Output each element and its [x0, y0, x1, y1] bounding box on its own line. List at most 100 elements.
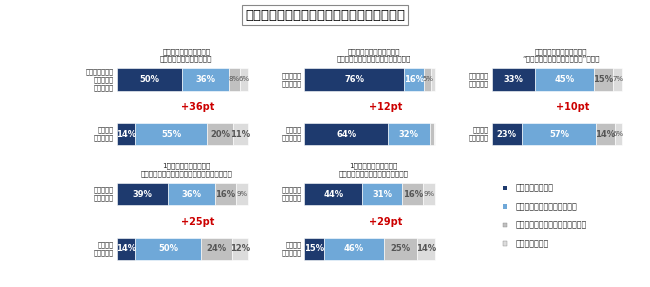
Text: 11%: 11%	[230, 130, 250, 139]
Bar	[402, 183, 423, 205]
Text: リフレッシュに
とても満足
している人: リフレッシュに とても満足 している人	[86, 68, 114, 91]
Text: +12pt: +12pt	[369, 102, 402, 112]
Text: 50%: 50%	[158, 245, 178, 253]
Bar	[117, 123, 135, 146]
Text: 20%: 20%	[210, 130, 230, 139]
Bar	[596, 123, 614, 146]
Text: まあ満足
している人: まあ満足 している人	[281, 242, 301, 256]
Bar	[431, 68, 435, 91]
Bar	[135, 123, 207, 146]
Text: 6%: 6%	[613, 131, 624, 137]
Text: 50%: 50%	[140, 75, 160, 84]
Bar	[593, 68, 613, 91]
Text: 15%: 15%	[593, 75, 614, 84]
Text: 9%: 9%	[424, 191, 435, 197]
Text: 45%: 45%	[554, 75, 575, 84]
Text: 16%: 16%	[403, 190, 422, 199]
Text: 1年ほど前と比較して、: 1年ほど前と比較して、	[162, 163, 211, 169]
Text: 32%: 32%	[399, 130, 419, 139]
Text: とても当てはまる: とても当てはまる	[515, 183, 554, 192]
Bar	[135, 238, 201, 260]
Text: 55%: 55%	[161, 130, 181, 139]
Text: 12%: 12%	[229, 245, 250, 253]
Bar	[207, 123, 233, 146]
Text: +25pt: +25pt	[181, 216, 214, 226]
Bar	[362, 183, 402, 205]
Bar	[613, 68, 622, 91]
Text: リフレッシュのためには、: リフレッシュのためには、	[535, 48, 588, 55]
Text: リフレッシュ方法をより吟味するようになった: リフレッシュ方法をより吟味するようになった	[140, 170, 232, 177]
Bar	[492, 123, 522, 146]
Text: 64%: 64%	[336, 130, 356, 139]
Text: まあ満足
している人: まあ満足 している人	[94, 127, 114, 141]
Text: 14%: 14%	[416, 245, 436, 253]
Bar	[117, 183, 168, 205]
Text: まあ満足
している人: まあ満足 している人	[94, 242, 114, 256]
Bar	[503, 241, 507, 246]
Text: 39%: 39%	[133, 190, 152, 199]
Bar	[182, 68, 229, 91]
Bar	[304, 238, 324, 260]
Bar	[503, 223, 507, 227]
Text: リフレッシュに費やす時間が増えた: リフレッシュに費やす時間が増えた	[339, 170, 409, 177]
Text: とても満足
している人: とても満足 している人	[94, 187, 114, 201]
Bar	[388, 123, 430, 146]
Bar	[117, 68, 182, 91]
Text: +10pt: +10pt	[556, 102, 590, 112]
Bar	[384, 238, 417, 260]
Text: 76%: 76%	[344, 75, 364, 84]
Bar	[404, 68, 424, 91]
Text: 16%: 16%	[404, 75, 424, 84]
Bar	[492, 68, 535, 91]
Text: 15%: 15%	[304, 245, 324, 253]
Bar	[168, 183, 215, 205]
Bar	[304, 183, 362, 205]
Text: 31%: 31%	[372, 190, 392, 199]
Bar	[503, 204, 507, 209]
Bar	[233, 123, 248, 146]
Text: +29pt: +29pt	[369, 216, 402, 226]
Text: 8%: 8%	[229, 76, 240, 82]
Text: 36%: 36%	[181, 190, 202, 199]
Text: 普段からリフレッシュに: 普段からリフレッシュに	[162, 48, 211, 55]
Text: 当てはまらない: 当てはまらない	[515, 239, 549, 248]
Text: 専念する時間を作っている: 専念する時間を作っている	[160, 55, 213, 62]
Text: まあ満足
している人: まあ満足 している人	[469, 127, 489, 141]
Bar	[232, 238, 248, 260]
Text: 36%: 36%	[196, 75, 216, 84]
Bar	[535, 68, 593, 91]
Bar	[304, 68, 404, 91]
Bar	[304, 123, 388, 146]
Text: “いつもよりちょっといいもの”を選ぶ: “いつもよりちょっといいもの”を選ぶ	[523, 55, 600, 62]
Text: とても満足
している人: とても満足 している人	[469, 72, 489, 87]
Bar	[215, 183, 236, 205]
Text: とても満足
している人: とても満足 している人	[281, 187, 301, 201]
Text: 57%: 57%	[549, 130, 569, 139]
Text: 14%: 14%	[116, 245, 136, 253]
Bar	[117, 238, 135, 260]
Bar	[430, 123, 434, 146]
Text: 44%: 44%	[323, 190, 343, 199]
Text: 14%: 14%	[116, 130, 136, 139]
Bar	[240, 68, 248, 91]
Text: 5%: 5%	[422, 76, 434, 82]
Text: どちらかというと当てはまる: どちらかというと当てはまる	[515, 202, 577, 211]
Bar	[236, 183, 248, 205]
Text: 23%: 23%	[497, 130, 517, 139]
Bar	[522, 123, 596, 146]
Bar	[423, 183, 435, 205]
Text: +36pt: +36pt	[181, 102, 214, 112]
Text: 9%: 9%	[236, 191, 247, 197]
Text: とても満足
している人: とても満足 している人	[281, 72, 301, 87]
Text: 6%: 6%	[238, 76, 249, 82]
Text: 46%: 46%	[344, 245, 364, 253]
Text: 7%: 7%	[612, 76, 623, 82]
Text: 33%: 33%	[504, 75, 523, 84]
Bar	[434, 123, 435, 146]
Text: 1年ほど前と比較して、: 1年ほど前と比較して、	[350, 163, 398, 169]
Bar	[417, 238, 435, 260]
Text: 16%: 16%	[215, 190, 235, 199]
Bar	[424, 68, 431, 91]
Text: まあ満足
している人: まあ満足 している人	[281, 127, 301, 141]
Text: リフレッシュのためには、: リフレッシュのためには、	[348, 48, 400, 55]
